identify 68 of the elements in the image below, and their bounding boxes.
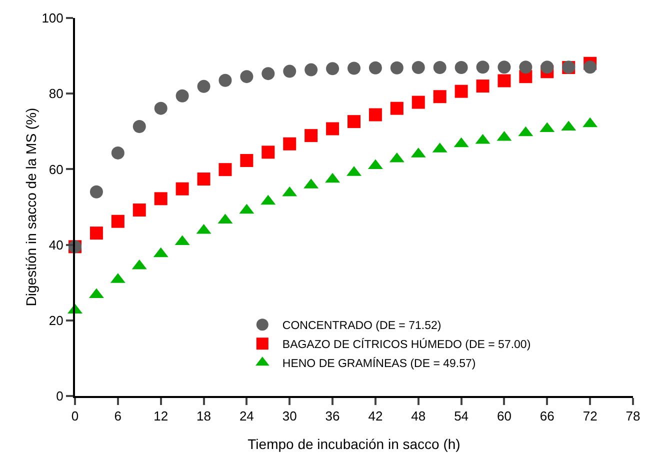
x-axis-title: Tiempo de incubación in sacco (h): [248, 436, 460, 452]
point: [540, 60, 554, 74]
x-tick-label: 30: [282, 408, 297, 424]
x-tick-label: 48: [411, 408, 426, 424]
point: [412, 96, 425, 109]
point: [304, 129, 318, 142]
point: [90, 226, 103, 240]
y-tick-label: 80: [48, 86, 64, 102]
point: [348, 115, 360, 128]
point: [111, 146, 124, 160]
x-tick-label: 78: [626, 408, 640, 424]
y-tick-label: 20: [48, 312, 64, 328]
point: [197, 80, 210, 93]
point: [433, 61, 446, 74]
x-tick-label: 18: [196, 408, 212, 424]
point: [304, 63, 318, 76]
point: [390, 61, 404, 74]
legend-label: BAGAZO DE CÍTRICOS HÚMEDO (DE = 57.00): [282, 338, 531, 352]
point: [348, 62, 360, 75]
point: [283, 137, 296, 150]
point: [218, 74, 232, 87]
y-axis-title: Digestión in sacco de la MS (%): [23, 108, 39, 306]
point: [368, 61, 382, 74]
x-tick-label: 6: [114, 408, 122, 424]
point: [390, 102, 404, 115]
point: [218, 163, 232, 176]
point: [132, 120, 146, 133]
point: [132, 204, 146, 217]
y-tick-label: 100: [42, 10, 64, 26]
x-tick-label: 0: [71, 408, 79, 424]
point: [476, 60, 490, 74]
point: [498, 60, 511, 74]
point: [368, 108, 382, 122]
x-tick-label: 66: [540, 408, 554, 424]
point: [326, 122, 340, 136]
point: [197, 172, 210, 186]
x-tick-label: 36: [325, 408, 340, 424]
y-tick-label: 40: [48, 237, 64, 252]
point: [454, 84, 468, 98]
point: [176, 89, 189, 102]
x-tick-label: 12: [154, 408, 168, 424]
y-tick-label: 0: [56, 388, 64, 404]
point: [498, 74, 511, 88]
point: [262, 67, 275, 80]
point: [90, 185, 103, 198]
point: [283, 64, 296, 78]
x-tick-label: 42: [368, 408, 383, 424]
x-tick-label: 54: [454, 408, 469, 424]
point: [240, 70, 254, 84]
point: [454, 61, 468, 74]
legend-label: HENO DE GRAMÍNEAS (DE = 49.57): [282, 357, 476, 370]
point: [412, 61, 425, 74]
point: [176, 182, 189, 196]
legend-label: CONCENTRADO (DE = 71.52): [282, 320, 442, 332]
point: [111, 214, 124, 228]
x-tick-label: 24: [239, 408, 254, 424]
y-tick-label: 60: [48, 162, 64, 177]
point: [584, 60, 597, 74]
x-tick-label: 60: [496, 408, 512, 424]
point: [262, 146, 275, 159]
point: [240, 154, 254, 168]
point: [519, 60, 532, 74]
point: [476, 80, 490, 93]
point: [326, 62, 340, 76]
point: [154, 102, 168, 115]
point: [154, 192, 168, 206]
point: [433, 90, 446, 104]
x-tick-label: 72: [582, 408, 598, 424]
